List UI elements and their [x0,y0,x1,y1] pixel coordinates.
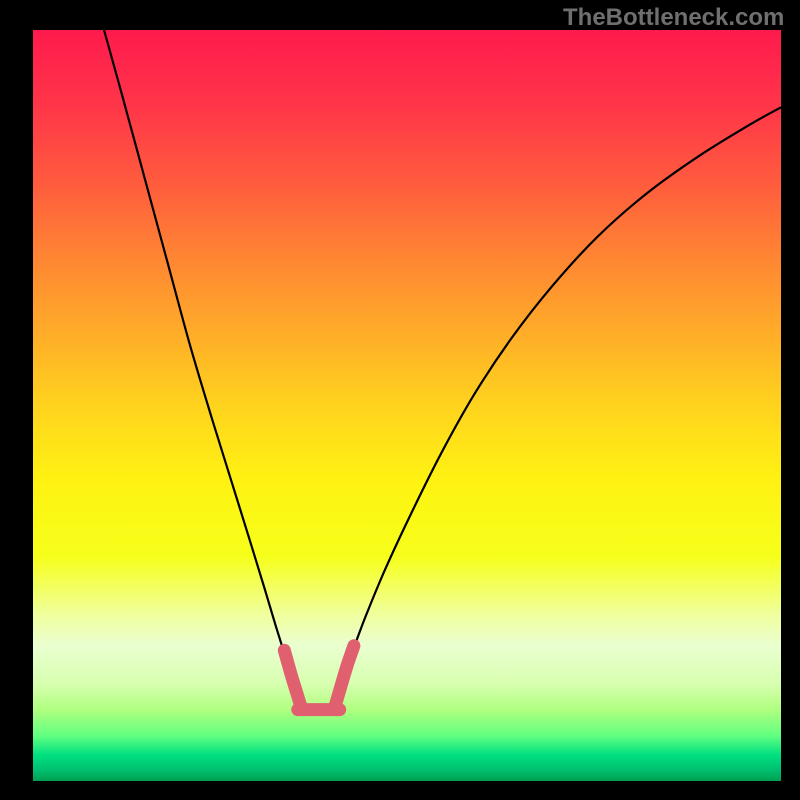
watermark-text: TheBottleneck.com [563,4,784,32]
plot-area [33,30,781,781]
gradient-background [33,30,781,781]
